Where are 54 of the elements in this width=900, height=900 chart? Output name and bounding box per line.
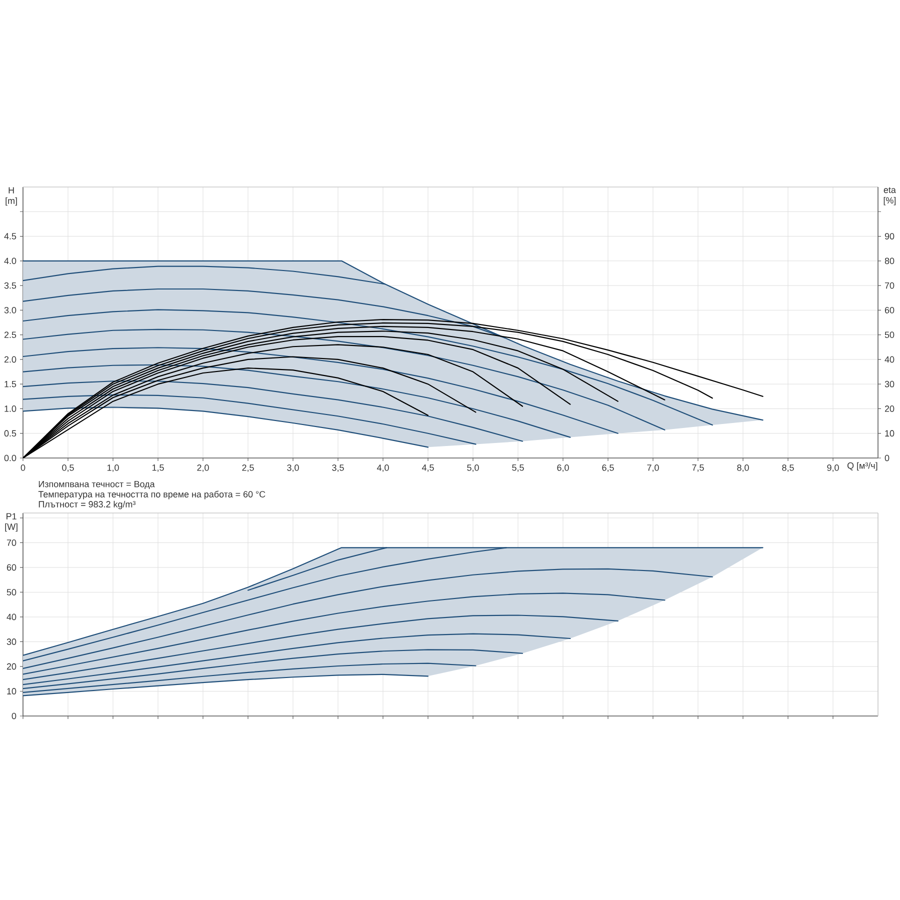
- y2-tick-label: 50: [884, 332, 894, 338]
- y-tick-label: 30: [6, 638, 16, 645]
- y2-tick-label: 70: [884, 282, 894, 289]
- x-tick-label: 3,5: [332, 464, 344, 472]
- x-tick-label: 9,0: [827, 464, 839, 472]
- y-tick-label: 4.0: [4, 258, 16, 264]
- x-tick-label: 7,5: [692, 464, 704, 472]
- text: Температура на течността по време на работа = 60 °C: [38, 490, 266, 500]
- x-tick-label: 6,5: [602, 464, 614, 472]
- y-tick-label: 40: [6, 614, 16, 620]
- y-tick-label: 0.0: [4, 454, 16, 462]
- y-tick-label: 50: [6, 589, 16, 596]
- y2-tick-label: 40: [884, 356, 894, 363]
- y-axis-title: H [m]: [6, 187, 17, 206]
- y-tick-label: 0: [12, 712, 16, 720]
- y-tick-label: 2.0: [4, 356, 16, 363]
- x-axis-title: Q [м³/ч]: [847, 462, 878, 471]
- y-tick-label: 10: [7, 688, 16, 694]
- y-tick-label: 1.5: [4, 380, 16, 388]
- x-tick-label: 6,0: [557, 464, 569, 472]
- x-tick-label: 1,0: [107, 464, 119, 472]
- x-tick-label: 5,0: [467, 464, 479, 472]
- y-tick-label: 70: [6, 540, 16, 546]
- y-tick-label: 0.5: [4, 430, 16, 437]
- text: Изпомпвана течност = Вода: [38, 481, 155, 489]
- x-tick-label: 4,5: [422, 464, 434, 472]
- y2-tick-label: 30: [884, 380, 894, 388]
- y2-tick-label: 60: [884, 306, 894, 314]
- x-tick-label: 0,5: [62, 464, 74, 472]
- y-tick-label: 20: [6, 663, 16, 670]
- y-tick-label: 2.5: [4, 332, 16, 338]
- y-tick-label: 4.5: [4, 233, 16, 240]
- y-axis-title: P1 [W]: [5, 513, 18, 532]
- y-tick-label: 60: [6, 564, 16, 571]
- x-tick-label: 0: [20, 464, 26, 471]
- y2-axis-title: eta [%]: [884, 187, 896, 206]
- y2-tick-label: 0: [884, 454, 890, 462]
- y2-tick-label: 10: [885, 430, 894, 437]
- y-tick-label: 3.0: [4, 306, 16, 314]
- x-tick-label: 1,5: [152, 464, 164, 472]
- x-tick-label: 2,5: [242, 464, 254, 472]
- y2-tick-label: 20: [884, 406, 894, 412]
- x-tick-label: 2,0: [197, 464, 209, 472]
- x-tick-label: 8,0: [737, 464, 749, 472]
- x-tick-label: 4,0: [376, 464, 389, 472]
- x-tick-label: 8,5: [782, 464, 794, 472]
- y-tick-label: 1.0: [4, 406, 16, 412]
- x-tick-label: 5,5: [512, 464, 524, 472]
- y-tick-label: 3.5: [4, 282, 16, 289]
- y2-tick-label: 90: [884, 233, 894, 240]
- text: Плътност = 983.2 kg/m³: [38, 500, 136, 510]
- x-tick-label: 7,0: [647, 464, 659, 472]
- x-tick-label: 3,0: [287, 464, 299, 472]
- y2-tick-label: 80: [884, 258, 894, 264]
